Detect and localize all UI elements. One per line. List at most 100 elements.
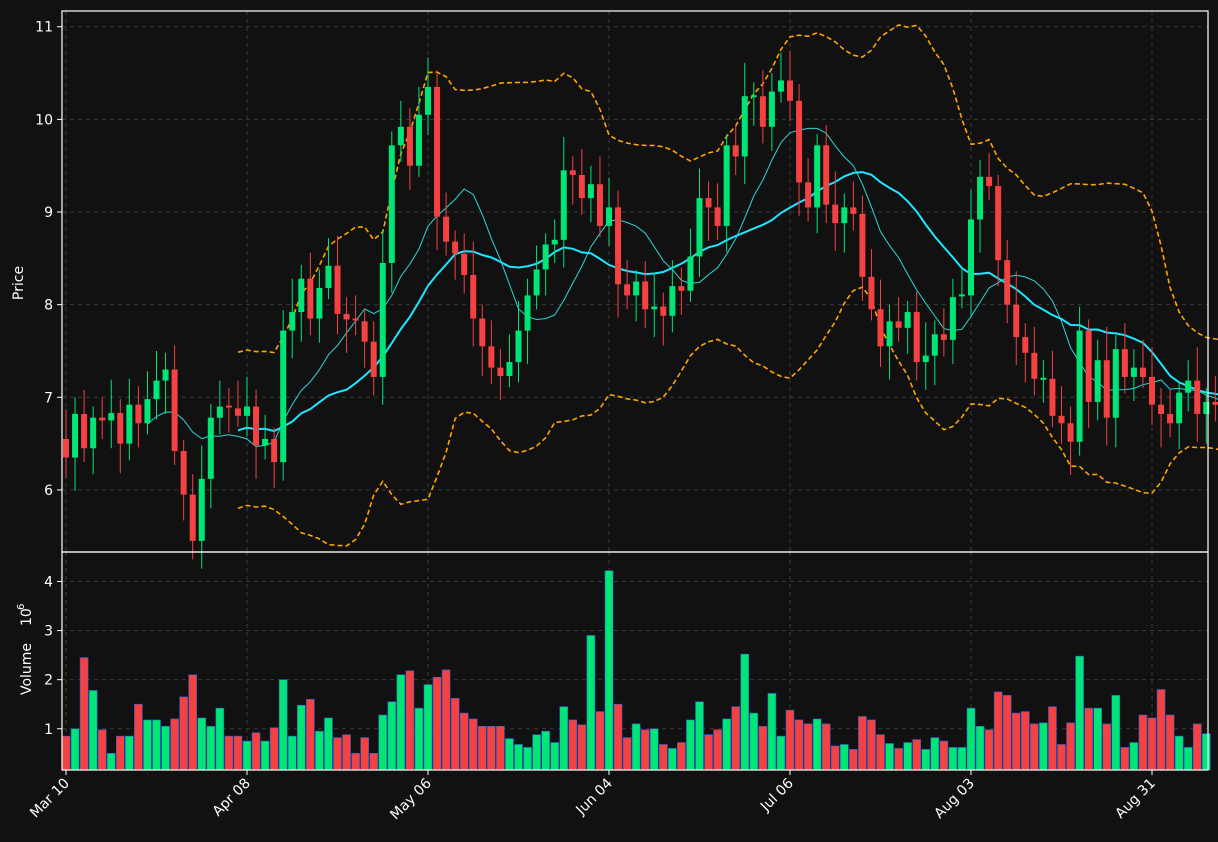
volume-panel-frame xyxy=(61,551,1209,771)
candle-body xyxy=(415,114,422,166)
candle-body xyxy=(1058,415,1065,424)
volume-bar xyxy=(450,698,460,771)
volume-bar xyxy=(342,734,351,771)
candle-body xyxy=(126,404,133,444)
volume-bar xyxy=(315,730,324,771)
candle-body xyxy=(497,367,504,376)
candle-body xyxy=(316,287,323,319)
candle-body xyxy=(1076,330,1083,442)
candle-body xyxy=(388,145,395,263)
volume-bar xyxy=(894,748,903,771)
candle-body xyxy=(1149,376,1155,405)
candle-body xyxy=(307,278,314,319)
volume-bar xyxy=(586,635,596,771)
volume-bar xyxy=(477,726,487,771)
candle-body xyxy=(931,334,938,356)
candle-body xyxy=(280,330,287,463)
candle-body xyxy=(135,404,142,424)
volume-bar xyxy=(70,728,80,771)
candle-body xyxy=(1103,360,1110,418)
candle-body xyxy=(1094,360,1101,402)
candle-body xyxy=(171,369,178,452)
volume-bar xyxy=(1120,747,1130,771)
volume-bar xyxy=(269,727,279,771)
volume-bar xyxy=(1057,744,1066,771)
candle-body xyxy=(425,86,431,115)
candle-body xyxy=(587,184,594,199)
candle-body xyxy=(850,207,857,214)
volume-axis-label-group: Volume 10 6 xyxy=(16,604,35,695)
price-tick-label: 8 xyxy=(44,298,53,314)
volume-bar xyxy=(260,740,270,771)
candle-body xyxy=(651,306,658,310)
candle-body xyxy=(1212,401,1218,405)
volume-bar xyxy=(152,719,161,771)
volume-bar xyxy=(785,709,795,771)
candle-body xyxy=(225,405,232,408)
volume-bar xyxy=(1020,711,1030,771)
candle-body xyxy=(723,145,730,226)
volume-bar xyxy=(812,718,822,771)
candle-body xyxy=(1176,392,1183,424)
volume-axis-exponent: 6 xyxy=(16,604,27,610)
volume-bar xyxy=(1011,712,1021,771)
candle-body xyxy=(768,91,775,127)
candles xyxy=(63,50,1218,569)
volume-bar xyxy=(1183,747,1193,771)
candle-body xyxy=(361,321,368,342)
volume-bar xyxy=(233,735,243,771)
candle-body xyxy=(117,413,124,444)
volume-bar xyxy=(468,718,478,771)
volume-bar xyxy=(1002,695,1012,771)
candle-body xyxy=(271,438,278,463)
candle-body xyxy=(859,213,866,277)
candle-body xyxy=(461,253,468,276)
candle-body xyxy=(1085,330,1092,402)
candle-body xyxy=(986,176,993,187)
volume-bar xyxy=(921,749,931,771)
candle-body xyxy=(180,451,187,495)
candle-body xyxy=(216,406,223,418)
volume-bar xyxy=(622,737,632,771)
volume-bar xyxy=(278,679,288,771)
candle-body xyxy=(642,281,649,310)
candle-body xyxy=(750,95,757,98)
volume-bar xyxy=(1138,714,1148,771)
price-axis-label: Price xyxy=(11,266,27,300)
volume-bar xyxy=(161,726,170,771)
moving-averages xyxy=(147,127,1218,448)
volume-tick-label: 4 xyxy=(44,574,53,590)
price-tick-label: 7 xyxy=(44,390,53,406)
volume-bar xyxy=(116,735,125,771)
volume-bar xyxy=(849,749,858,771)
volume-bar xyxy=(206,726,216,771)
candle-body xyxy=(298,278,305,313)
volume-bar xyxy=(532,734,541,771)
candle-body xyxy=(995,186,1002,261)
volume-bar xyxy=(876,734,885,771)
volume-bar xyxy=(541,730,550,771)
volume-bar xyxy=(1075,655,1084,771)
candle-body xyxy=(759,96,766,127)
volume-bar xyxy=(568,719,578,771)
volume-bar xyxy=(61,735,71,771)
candle-body xyxy=(1167,413,1174,424)
volume-axis-label: Volume xyxy=(19,643,35,695)
volume-tick-label: 1 xyxy=(44,722,53,738)
volume-bar xyxy=(296,704,306,771)
volume-bar xyxy=(351,753,360,771)
volume-bar xyxy=(387,701,397,771)
volume-bar xyxy=(939,740,949,771)
volume-bar xyxy=(224,735,234,771)
candle-body xyxy=(868,276,875,310)
candle-body xyxy=(144,399,151,424)
volume-bar xyxy=(505,738,514,771)
candle-body xyxy=(153,380,160,400)
candle-body xyxy=(606,207,612,226)
volume-bar xyxy=(88,690,98,771)
volume-bar xyxy=(369,753,379,771)
candle-body xyxy=(904,312,911,328)
candle-body xyxy=(533,269,540,296)
candle-body xyxy=(253,406,260,446)
